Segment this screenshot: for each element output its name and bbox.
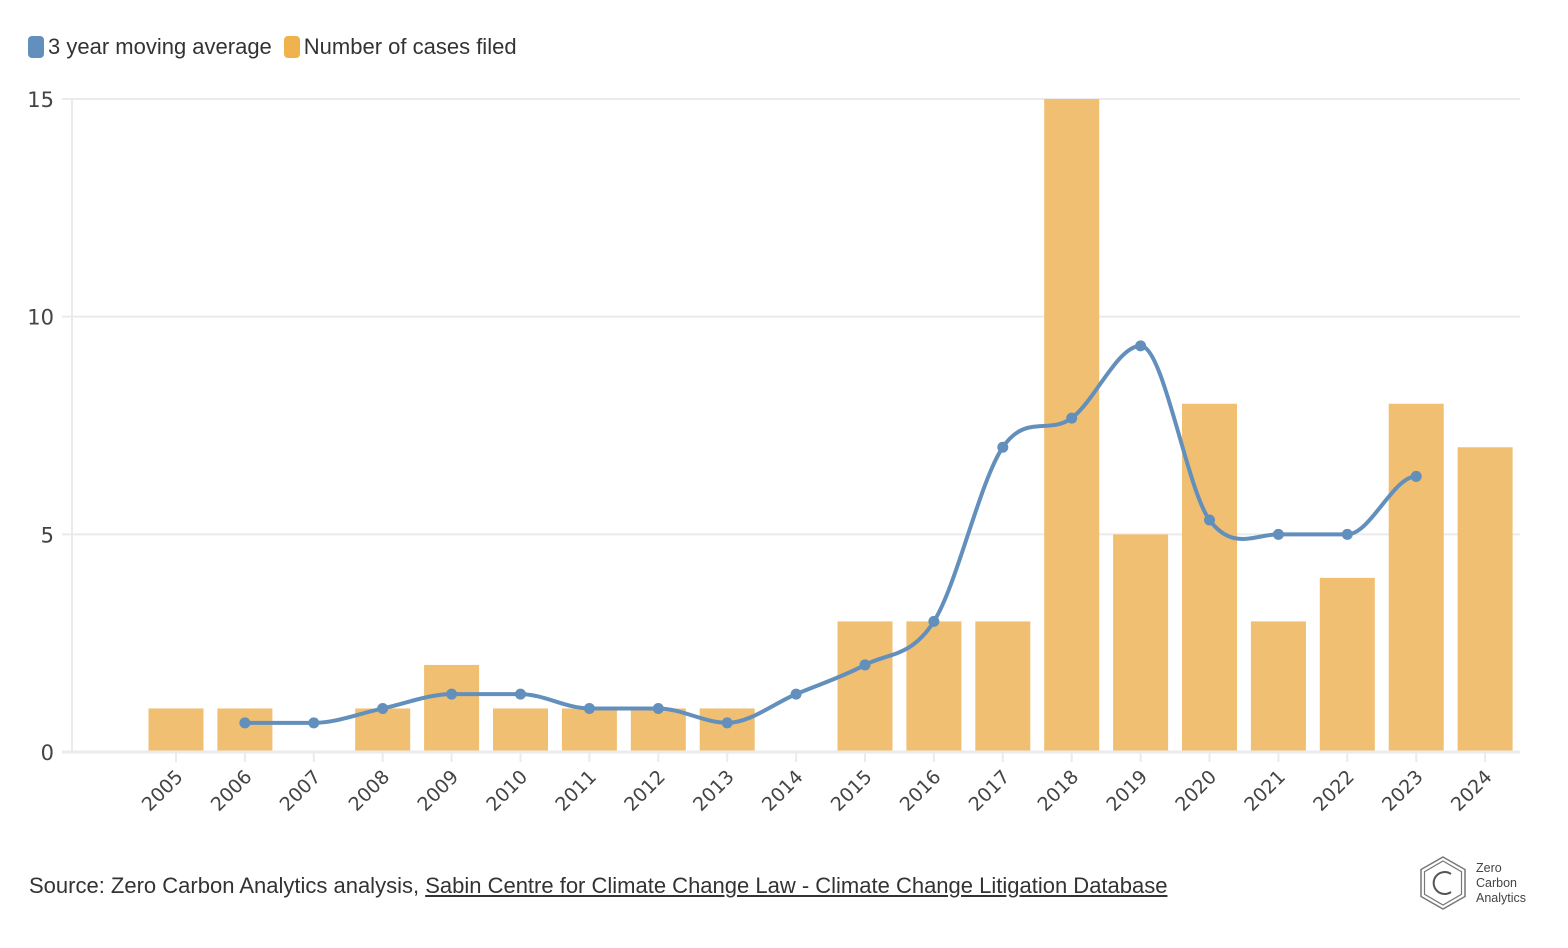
x-tick-label: 2022 [1309, 766, 1359, 816]
x-tick-label: 2006 [207, 766, 257, 816]
legend-swatch-moving-average [28, 36, 44, 58]
x-tick-label: 2008 [344, 766, 394, 816]
x-tick-label: 2016 [896, 766, 946, 816]
x-tick-label: 2024 [1447, 766, 1497, 816]
x-tick-label: 2015 [827, 766, 877, 816]
moving-average-point-2009[interactable] [446, 688, 458, 700]
legend-label-cases-filed: Number of cases filed [303, 34, 517, 59]
logo-line-3: Analytics [1476, 890, 1527, 905]
moving-average-point-2022[interactable] [1341, 528, 1353, 540]
chart-legend: 3 year moving average Number of cases fi… [28, 34, 529, 60]
legend-item-moving-average[interactable]: 3 year moving average [28, 34, 272, 60]
bar-2013[interactable] [699, 708, 755, 752]
x-tick-label: 2020 [1171, 766, 1221, 816]
x-tick-label: 2011 [551, 766, 601, 816]
moving-average-point-2021[interactable] [1272, 528, 1284, 540]
bar-2011[interactable] [561, 708, 617, 752]
logo-line-2: Carbon [1476, 875, 1517, 890]
x-tick-label: 2017 [965, 766, 1015, 816]
x-tick-label: 2014 [758, 766, 808, 816]
moving-average-point-2014[interactable] [790, 688, 802, 700]
moving-average-point-2023[interactable] [1410, 470, 1422, 482]
bar-2012[interactable] [630, 708, 686, 752]
x-tick-label: 2019 [1102, 766, 1152, 816]
legend-item-cases-filed[interactable]: Number of cases filed [283, 34, 517, 60]
moving-average-point-2012[interactable] [652, 702, 664, 714]
bar-2017[interactable] [975, 621, 1031, 752]
logo-text: Zero Carbon Analytics [1476, 861, 1526, 906]
x-axis: 2005 2006 2007 2008 2009 2010 2011 2012 2013 2014… [62, 750, 1520, 816]
bar-2006[interactable] [217, 708, 273, 752]
moving-average-point-2017[interactable] [997, 441, 1009, 453]
logo-line-1: Zero [1476, 860, 1502, 875]
moving-average-point-2018[interactable] [1066, 412, 1078, 424]
x-tick-label: 2005 [138, 766, 188, 816]
moving-average-point-2013[interactable] [721, 717, 733, 729]
bar-2009[interactable] [424, 664, 480, 752]
x-tick-label: 2009 [413, 766, 463, 816]
legend-label-moving-average: 3 year moving average [48, 34, 272, 59]
y-axis: 0 5 10 15 [27, 88, 73, 765]
moving-average-point-2008[interactable] [377, 702, 389, 714]
moving-average-point-2010[interactable] [515, 688, 526, 700]
bar-2024[interactable] [1457, 447, 1513, 752]
x-tick-label: 2021 [1240, 766, 1290, 816]
moving-average-point-2015[interactable] [859, 659, 871, 671]
x-tick-label: 2023 [1378, 766, 1428, 816]
bar-2019[interactable] [1113, 534, 1169, 752]
moving-average-point-2006[interactable] [239, 717, 251, 729]
bar-2022[interactable] [1319, 577, 1375, 752]
moving-average-line [239, 340, 1422, 729]
bar-2010[interactable] [493, 708, 548, 752]
x-tick-label: 2010 [482, 766, 532, 816]
moving-average-point-2020[interactable] [1204, 514, 1215, 526]
bars [148, 99, 1513, 752]
bar-2023[interactable] [1388, 403, 1444, 752]
zero-carbon-analytics-logo: Zero Carbon Analytics [1418, 855, 1526, 911]
hexagon-c-logo-icon [1420, 856, 1466, 910]
source-link[interactable]: Sabin Centre for Climate Change Law - Cl… [425, 873, 1168, 898]
source-note: Source: Zero Carbon Analytics analysis, … [29, 873, 1167, 899]
bar-2015[interactable] [837, 621, 893, 752]
y-tick-label: 15 [27, 88, 54, 112]
moving-average-point-2016[interactable] [928, 615, 940, 627]
x-tick-label: 2012 [620, 766, 670, 816]
x-tick-label: 2007 [276, 766, 326, 816]
x-tick-label: 2018 [1033, 766, 1083, 816]
y-tick-label: 5 [41, 523, 54, 547]
moving-average-point-2007[interactable] [308, 717, 320, 729]
y-tick-label: 10 [27, 306, 54, 330]
bar-2008[interactable] [355, 708, 411, 752]
bar-2021[interactable] [1250, 621, 1306, 752]
legend-swatch-cases-filed [283, 36, 300, 58]
bar-2020[interactable] [1182, 403, 1237, 752]
y-tick-label: 0 [41, 741, 54, 765]
x-tick-label: 2013 [689, 766, 739, 816]
source-prefix: Source: Zero Carbon Analytics analysis, [29, 873, 426, 898]
moving-average-point-2011[interactable] [583, 702, 595, 714]
moving-average-point-2019[interactable] [1135, 340, 1147, 352]
bar-2005[interactable] [148, 708, 204, 752]
